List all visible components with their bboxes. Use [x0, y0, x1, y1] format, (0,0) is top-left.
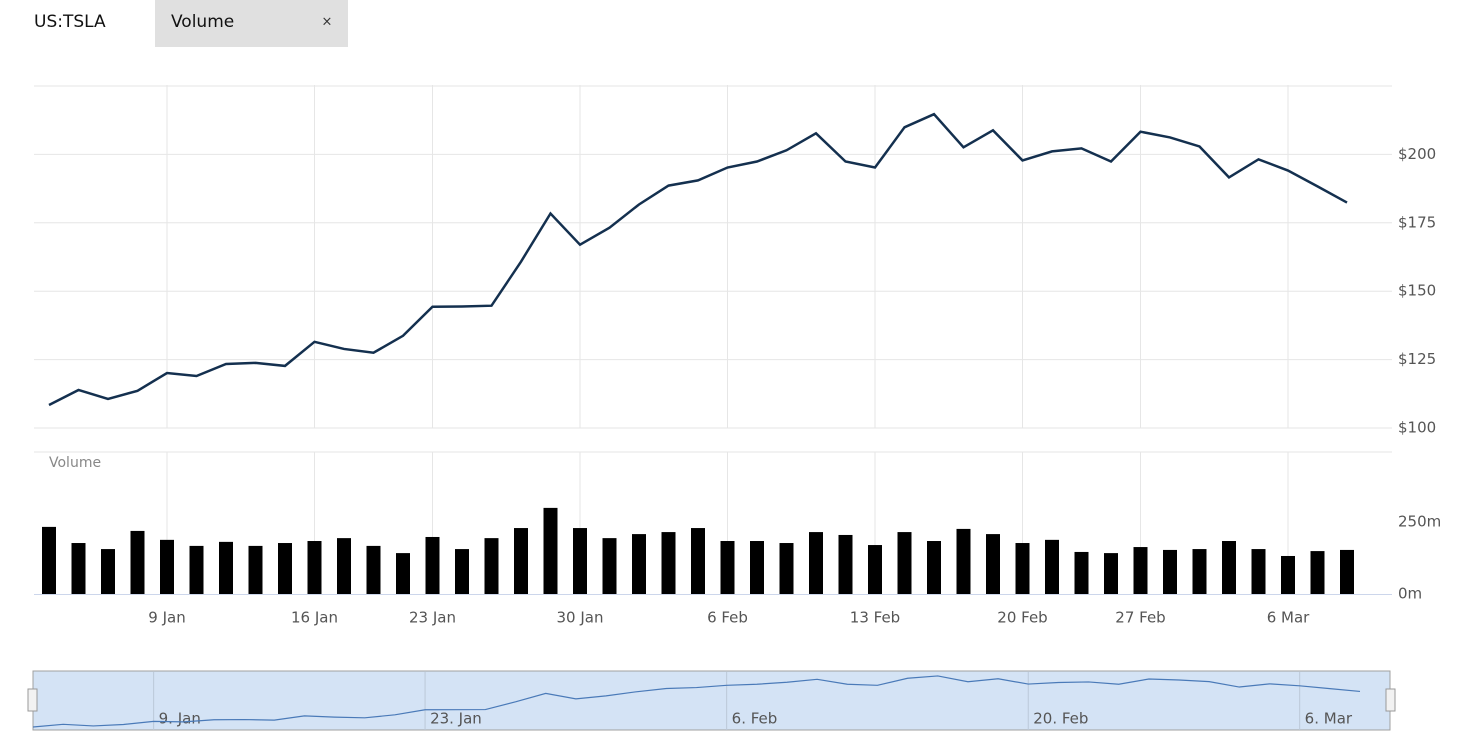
- y-tick-label: $200: [1398, 145, 1436, 163]
- symbol: US:TSLA: [34, 12, 106, 32]
- volume-bar: [1281, 555, 1295, 594]
- navigator-label: 9. Jan: [159, 710, 201, 728]
- volume-bar: [720, 541, 735, 594]
- volume-bar: [573, 528, 587, 594]
- volume-bar: [248, 545, 263, 594]
- volume-bar: [1340, 549, 1354, 594]
- x-tick-label: 16 Jan: [291, 609, 338, 627]
- navigator-handle[interactable]: [1385, 688, 1396, 712]
- volume-bar: [160, 539, 174, 594]
- volume-bar: [750, 541, 764, 594]
- y-tick-label: $125: [1398, 350, 1436, 368]
- volume-bar: [868, 545, 882, 594]
- volume-bar: [307, 541, 322, 594]
- volume-bar: [838, 534, 853, 594]
- tab[interactable]: [155, 0, 348, 47]
- x-tick-label: 30 Jan: [557, 609, 604, 627]
- x-tick-label: 27 Feb: [1115, 609, 1165, 627]
- x-tick-label: 6 Mar: [1267, 609, 1310, 627]
- navigator-handle[interactable]: [27, 688, 38, 712]
- volume-bar: [189, 545, 204, 594]
- y-tick-label: 0m: [1398, 585, 1422, 603]
- volume-bar: [1222, 541, 1236, 594]
- volume-bar: [337, 538, 351, 594]
- y-tick-label: $175: [1398, 213, 1436, 231]
- volume-bar: [455, 549, 469, 594]
- volume-bar: [927, 541, 941, 594]
- volume-bar: [1251, 549, 1266, 594]
- volume-bar: [897, 532, 912, 594]
- y-tick-label: $150: [1398, 282, 1436, 300]
- volume-bar: [602, 538, 617, 594]
- volume-bar: [779, 543, 794, 594]
- x-tick-label: 20 Feb: [997, 609, 1047, 627]
- volume-bar: [101, 549, 115, 594]
- y-tick-label: $100: [1398, 419, 1436, 437]
- x-tick-label: 9 Jan: [148, 609, 185, 627]
- volume-bar: [661, 532, 676, 594]
- y-tick-label: 250m: [1398, 513, 1441, 531]
- navigator-label: 23. Jan: [430, 710, 482, 728]
- navigator-line: [32, 675, 1361, 728]
- volume-bar: [1104, 553, 1118, 594]
- volume-bar: [71, 543, 86, 594]
- volume-bar: [543, 507, 558, 594]
- navigator-label: 6. Mar: [1305, 710, 1353, 728]
- volume-bar: [1192, 549, 1207, 594]
- volume-bar: [809, 532, 823, 594]
- volume-bar: [219, 541, 233, 594]
- panel-title: Volume: [49, 455, 101, 471]
- tab-close[interactable]: ×: [322, 15, 333, 30]
- volume-bar: [42, 526, 56, 594]
- navigator-label: 20. Feb: [1033, 710, 1088, 728]
- volume-bar: [366, 545, 381, 594]
- volume-bar: [1133, 547, 1148, 594]
- volume-bar: [986, 534, 1000, 594]
- volume-bar: [1163, 549, 1177, 594]
- volume-bar: [1074, 551, 1089, 594]
- x-tick-label: 23 Jan: [409, 609, 456, 627]
- volume-bar: [1310, 551, 1325, 594]
- volume-bar: [425, 536, 440, 594]
- price-line: [48, 112, 1348, 407]
- volume-bar: [484, 538, 499, 594]
- volume-bar: [1015, 543, 1030, 594]
- volume-bar: [632, 534, 646, 594]
- volume-bar: [514, 528, 528, 594]
- volume-bar: [130, 530, 145, 594]
- x-tick-label: 6 Feb: [707, 609, 748, 627]
- volume-bar: [691, 528, 705, 594]
- volume-bar: [956, 528, 971, 594]
- navigator-label: 6. Feb: [732, 710, 778, 728]
- volume-bar: [396, 553, 410, 594]
- x-tick-label: 13 Feb: [850, 609, 900, 627]
- tab-label[interactable]: Volume: [171, 12, 234, 32]
- volume-bar: [1045, 539, 1059, 594]
- volume-bar: [278, 543, 292, 594]
